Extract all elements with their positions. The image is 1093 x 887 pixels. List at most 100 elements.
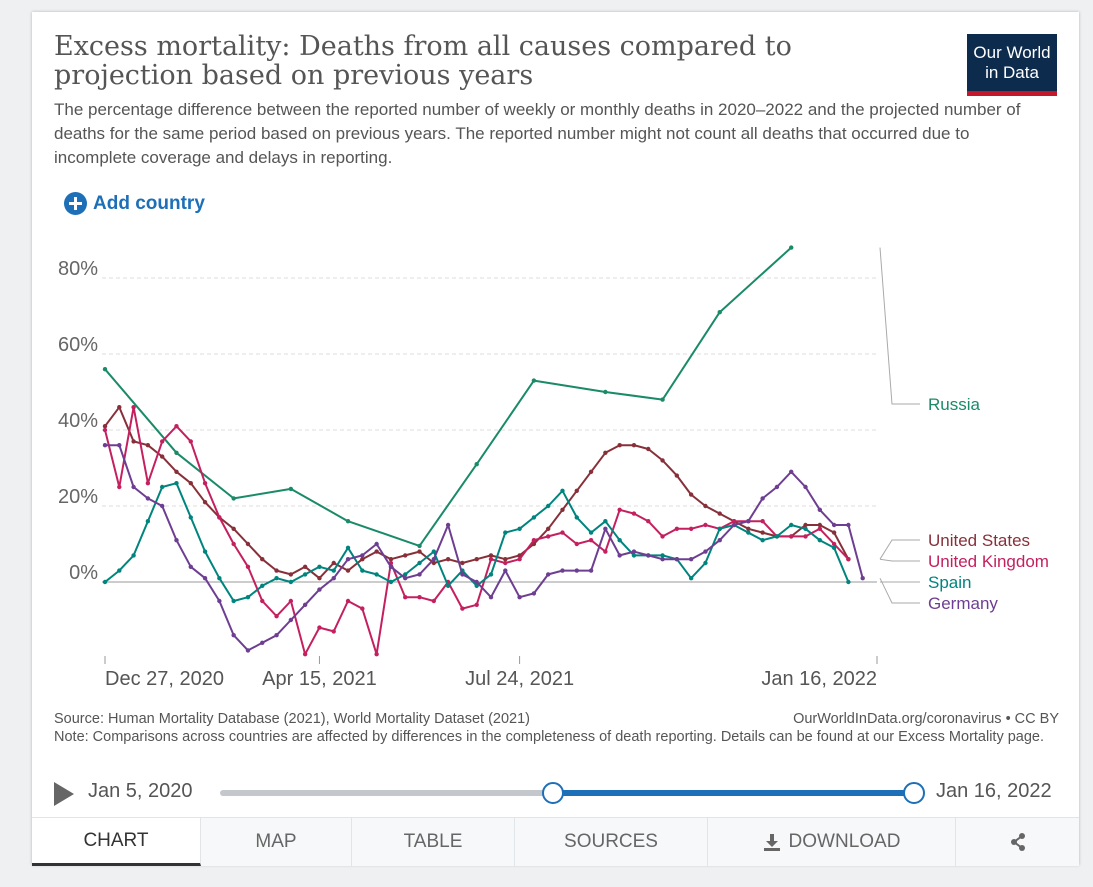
data-point-united-states[interactable] <box>445 557 451 562</box>
tab-download[interactable]: DOWNLOAD <box>708 818 956 866</box>
data-point-germany[interactable] <box>774 484 780 490</box>
data-point-united-kingdom[interactable] <box>260 598 265 604</box>
data-point-united-states[interactable] <box>417 549 422 554</box>
data-point-germany[interactable] <box>445 522 451 528</box>
data-point-spain[interactable] <box>260 583 265 588</box>
legend-label-russia[interactable]: Russia <box>928 395 981 414</box>
data-point-spain[interactable] <box>560 488 565 493</box>
credit-link[interactable]: OurWorldInData.org/coronavirus • CC BY <box>793 711 1059 727</box>
data-point-united-kingdom[interactable] <box>503 560 508 566</box>
data-point-germany[interactable] <box>588 568 594 573</box>
data-point-united-kingdom[interactable] <box>517 557 522 562</box>
data-point-united-kingdom[interactable] <box>245 564 251 569</box>
data-point-russia[interactable] <box>417 543 422 549</box>
timeline-start-handle[interactable] <box>542 782 565 804</box>
data-point-russia[interactable] <box>231 496 236 501</box>
data-point-spain[interactable] <box>574 515 579 520</box>
data-point-germany[interactable] <box>217 598 222 604</box>
data-point-united-kingdom[interactable] <box>603 549 608 554</box>
data-point-germany[interactable] <box>803 484 808 490</box>
timeline-track[interactable] <box>220 782 925 804</box>
data-point-united-kingdom[interactable] <box>674 526 680 531</box>
data-point-spain[interactable] <box>803 526 808 531</box>
owid-logo[interactable]: Our World in Data <box>967 34 1057 96</box>
data-point-united-states[interactable] <box>317 576 322 581</box>
data-point-united-kingdom[interactable] <box>174 424 179 429</box>
data-point-spain[interactable] <box>789 522 794 528</box>
data-point-germany[interactable] <box>360 553 365 558</box>
data-point-united-states[interactable] <box>646 446 651 452</box>
data-point-spain[interactable] <box>517 526 522 531</box>
data-point-united-kingdom[interactable] <box>574 541 579 547</box>
data-point-germany[interactable] <box>660 557 665 562</box>
data-point-united-states[interactable] <box>817 522 823 528</box>
data-point-spain[interactable] <box>474 583 479 588</box>
data-point-germany[interactable] <box>474 579 479 585</box>
data-point-united-kingdom[interactable] <box>560 530 565 535</box>
data-point-spain[interactable] <box>774 534 780 539</box>
data-point-spain[interactable] <box>746 530 751 535</box>
data-point-spain[interactable] <box>688 576 694 581</box>
data-point-germany[interactable] <box>188 564 193 569</box>
data-point-united-kingdom[interactable] <box>403 595 408 600</box>
data-point-germany[interactable] <box>789 469 794 474</box>
data-point-united-kingdom[interactable] <box>789 534 794 539</box>
data-point-germany[interactable] <box>503 568 508 573</box>
data-point-germany[interactable] <box>202 576 208 581</box>
data-point-spain[interactable] <box>188 515 193 520</box>
data-point-spain[interactable] <box>817 538 823 543</box>
data-point-united-kingdom[interactable] <box>617 507 622 512</box>
data-point-united-states[interactable] <box>360 557 365 562</box>
series-line-united-kingdom[interactable] <box>104 406 850 656</box>
data-point-united-kingdom[interactable] <box>102 427 108 433</box>
data-point-united-states[interactable] <box>431 560 437 566</box>
tab-sources[interactable]: SOURCES <box>515 818 708 866</box>
data-point-spain[interactable] <box>617 538 622 543</box>
add-country-button[interactable]: Add country <box>64 192 205 215</box>
data-point-united-kingdom[interactable] <box>431 598 437 604</box>
data-point-united-states[interactable] <box>746 526 751 531</box>
data-point-germany[interactable] <box>302 602 308 607</box>
data-point-united-states[interactable] <box>331 560 336 566</box>
data-point-united-states[interactable] <box>660 458 665 463</box>
data-point-united-kingdom[interactable] <box>317 625 322 630</box>
data-point-spain[interactable] <box>231 598 236 604</box>
data-point-united-kingdom[interactable] <box>159 439 165 444</box>
data-point-united-states[interactable] <box>117 405 122 410</box>
data-point-germany[interactable] <box>574 568 579 573</box>
data-point-germany[interactable] <box>545 572 551 577</box>
data-point-united-kingdom[interactable] <box>646 519 651 524</box>
data-point-germany[interactable] <box>674 557 680 562</box>
data-point-united-states[interactable] <box>560 507 565 512</box>
data-point-spain[interactable] <box>159 484 165 490</box>
data-point-germany[interactable] <box>703 549 708 554</box>
data-point-germany[interactable] <box>488 595 494 600</box>
data-point-germany[interactable] <box>817 507 823 512</box>
data-point-united-states[interactable] <box>488 553 494 558</box>
data-point-united-kingdom[interactable] <box>345 598 351 604</box>
data-point-united-states[interactable] <box>717 511 722 516</box>
data-point-united-states[interactable] <box>231 526 236 531</box>
data-point-germany[interactable] <box>846 522 851 528</box>
data-point-united-states[interactable] <box>688 492 694 497</box>
data-point-united-kingdom[interactable] <box>817 526 823 531</box>
data-point-spain[interactable] <box>345 545 351 550</box>
data-point-united-states[interactable] <box>388 557 394 562</box>
tab-share[interactable] <box>956 818 1079 866</box>
data-point-spain[interactable] <box>331 568 336 573</box>
data-point-spain[interactable] <box>302 572 308 577</box>
data-point-united-kingdom[interactable] <box>731 519 737 524</box>
data-point-germany[interactable] <box>274 633 279 638</box>
data-point-germany[interactable] <box>317 587 322 592</box>
data-point-united-kingdom[interactable] <box>846 557 851 562</box>
data-point-united-kingdom[interactable] <box>460 606 465 611</box>
data-point-united-states[interactable] <box>260 557 265 562</box>
data-point-spain[interactable] <box>117 568 122 573</box>
data-point-russia[interactable] <box>531 378 537 383</box>
data-point-united-states[interactable] <box>245 541 251 547</box>
tab-chart[interactable]: CHART <box>32 818 201 866</box>
data-point-united-states[interactable] <box>374 549 379 554</box>
data-point-united-kingdom[interactable] <box>331 629 336 634</box>
data-point-spain[interactable] <box>403 572 408 577</box>
data-point-germany[interactable] <box>688 557 694 562</box>
